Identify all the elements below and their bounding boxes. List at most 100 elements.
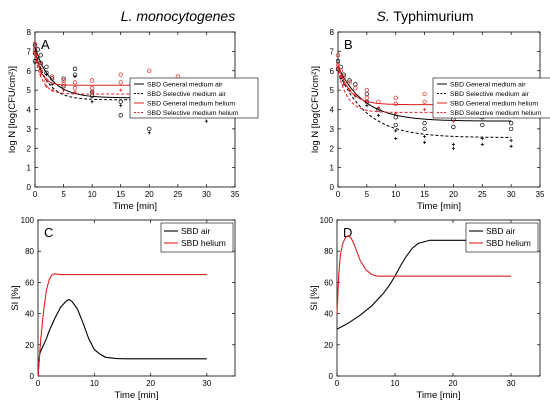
data-point xyxy=(347,80,352,85)
y-tick-label: 3 xyxy=(330,125,335,134)
y-tick-label: 20 xyxy=(25,341,34,350)
data-point xyxy=(147,131,151,135)
data-point xyxy=(72,86,78,91)
x-tick-label: 0 xyxy=(36,379,41,388)
legend-box xyxy=(160,222,234,253)
y-tick-label: 7 xyxy=(27,47,32,56)
data-point xyxy=(204,119,209,123)
data-point xyxy=(422,120,427,126)
data-point xyxy=(376,113,380,117)
panel-letter: A xyxy=(41,37,50,52)
series-group xyxy=(336,234,511,330)
y-tick-label: 0 xyxy=(330,183,335,192)
legend-label: SBD Selective medium air xyxy=(147,91,227,98)
legend-label: SBD General medium helium xyxy=(147,101,235,108)
data-point xyxy=(336,67,340,71)
x-tick-label: 25 xyxy=(478,190,487,199)
panel-letter: D xyxy=(343,225,352,240)
y-axis-label: SI [%] xyxy=(10,285,21,310)
y-tick-label: 5 xyxy=(330,86,335,95)
y-tick-label: 8 xyxy=(27,28,32,37)
title-salmonella-species: Typhimurium xyxy=(389,8,474,24)
x-axis-label: Time [min] xyxy=(113,201,157,212)
legend-label: SBD Selective medium helium xyxy=(147,110,239,117)
legend-label: SBD air xyxy=(486,226,515,236)
data-point xyxy=(480,122,485,128)
x-tick-label: 5 xyxy=(61,190,66,199)
y-tick-label: 0 xyxy=(329,372,334,381)
y-axis-label: log N [log(CFU/cm²)] xyxy=(310,66,321,153)
data-point xyxy=(353,86,358,91)
data-point xyxy=(508,126,514,132)
data-point xyxy=(33,51,37,55)
y-tick-label: 60 xyxy=(25,278,34,287)
x-tick-label: 20 xyxy=(449,379,458,388)
legend: SBD General medium air SBD Selective medi… xyxy=(129,77,259,119)
data-point xyxy=(335,62,341,68)
x-tick-label: 30 xyxy=(507,190,516,199)
data-point xyxy=(422,91,427,97)
y-tick-label: 6 xyxy=(27,67,32,76)
panel-letter: B xyxy=(344,37,353,52)
data-point xyxy=(339,74,343,79)
x-axis-label: Time [min] xyxy=(417,201,461,212)
data-point xyxy=(376,99,381,104)
legend-label: SBD helium xyxy=(486,238,531,248)
data-point xyxy=(364,95,370,101)
data-point xyxy=(32,41,38,46)
data-point xyxy=(422,126,427,132)
series-group xyxy=(37,273,207,377)
legend: SBD General medium air SBD Selective medi… xyxy=(432,77,550,119)
data-point xyxy=(90,100,94,104)
data-point xyxy=(335,53,341,58)
data-point xyxy=(393,122,398,128)
data-point xyxy=(61,88,66,92)
data-point xyxy=(38,62,43,68)
y-tick-label: 0 xyxy=(27,183,32,192)
title-listeria: L. monocytogenes xyxy=(78,8,278,24)
legend-label: SBD General medium air xyxy=(147,82,223,89)
data-point xyxy=(119,104,123,108)
data-point xyxy=(33,61,37,65)
series-line xyxy=(336,239,511,330)
data-point xyxy=(118,113,123,118)
legend-box xyxy=(129,77,259,119)
data-point xyxy=(38,53,43,58)
data-point xyxy=(44,73,49,77)
title-salmonella-genus: S. xyxy=(376,8,390,24)
x-tick-label: 10 xyxy=(90,379,99,388)
series-line xyxy=(336,234,511,314)
data-point xyxy=(451,119,456,123)
data-point xyxy=(376,105,380,110)
legend: SBD air SBD helium xyxy=(465,222,539,253)
legend-label: SBD air xyxy=(181,226,210,236)
x-tick-label: 15 xyxy=(420,190,429,199)
legend-box xyxy=(432,77,550,119)
y-axis-label: log N [log(CFU/cm²)] xyxy=(7,66,18,153)
y-tick-label: 3 xyxy=(27,125,32,134)
data-point xyxy=(451,146,456,150)
x-tick-label: 30 xyxy=(507,379,516,388)
data-point xyxy=(118,80,123,85)
data-point xyxy=(61,78,66,83)
data-point xyxy=(394,136,398,141)
data-point xyxy=(342,82,346,86)
data-point xyxy=(147,126,152,132)
data-point xyxy=(422,140,427,145)
y-tick-label: 6 xyxy=(330,67,335,76)
data-point xyxy=(422,99,427,104)
data-point xyxy=(347,88,352,92)
y-tick-label: 8 xyxy=(330,28,335,37)
data-point xyxy=(422,107,427,112)
y-tick-label: 100 xyxy=(21,216,35,225)
y-tick-label: 4 xyxy=(27,106,32,115)
data-point xyxy=(36,61,40,65)
x-tick-label: 10 xyxy=(391,379,400,388)
data-point xyxy=(49,74,55,79)
x-tick-label: 20 xyxy=(146,379,155,388)
y-tick-label: 100 xyxy=(320,216,334,225)
data-point xyxy=(394,111,398,115)
y-tick-label: 4 xyxy=(330,106,335,115)
y-tick-label: 0 xyxy=(30,372,35,381)
data-point xyxy=(347,78,352,83)
